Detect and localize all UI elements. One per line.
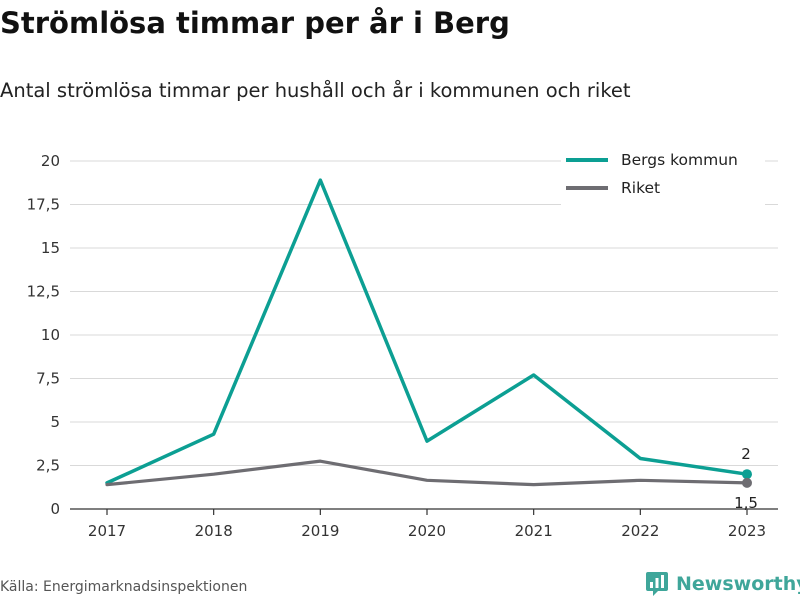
y-tick-label: 7,5: [36, 370, 60, 388]
y-tick-label: 20: [41, 152, 60, 170]
chart-title: Strömlösa timmar per år i Berg: [0, 6, 510, 40]
data-label: 2: [741, 445, 751, 463]
x-tick-label: 2018: [195, 522, 233, 540]
y-tick-label: 12,5: [27, 283, 60, 301]
y-tick-label: 17,5: [27, 196, 60, 214]
y-tick-label: 15: [41, 239, 60, 257]
y-tick-label: 0: [50, 500, 60, 518]
legend-label: Bergs kommun: [621, 151, 738, 169]
series-lines: [105, 178, 749, 487]
series-end-point: [742, 469, 752, 480]
legend-label: Riket: [621, 179, 660, 197]
brand-name: Newsworthy: [676, 573, 800, 595]
legend: Bergs kommun Riket: [561, 146, 765, 206]
newsworthy-logo[interactable]: Newsworthy: [645, 569, 800, 599]
y-tick-label: 10: [41, 326, 60, 344]
series-line-bergs-kommun: [105, 178, 749, 485]
y-tick-label: 5: [50, 413, 60, 431]
axes: 0 2,5 5 7,5 10 12,5 15 17,5 20 2017 2018 2019 2020 20…: [27, 152, 778, 540]
chart-subtitle: Antal strömlösa timmar per hushåll och å…: [0, 79, 631, 102]
x-tick-label: 2019: [301, 522, 339, 540]
y-tick-label: 2,5: [36, 457, 60, 475]
bar-chart-logo-icon: [646, 572, 668, 596]
legend-box: [561, 146, 765, 206]
series-end-point: [742, 477, 752, 488]
x-tick-label: 2017: [88, 522, 126, 540]
gridlines: [70, 160, 778, 466]
x-tick-label: 2022: [621, 522, 659, 540]
x-tick-label: 2020: [408, 522, 446, 540]
x-tick-label: 2021: [515, 522, 553, 540]
end-points: 21,5: [734, 445, 758, 512]
series-line-riket: [105, 459, 749, 487]
data-label: 1,5: [734, 494, 758, 512]
x-tick-label: 2023: [728, 522, 766, 540]
source-note: Källa: Energimarknadsinspektionen: [0, 579, 248, 595]
